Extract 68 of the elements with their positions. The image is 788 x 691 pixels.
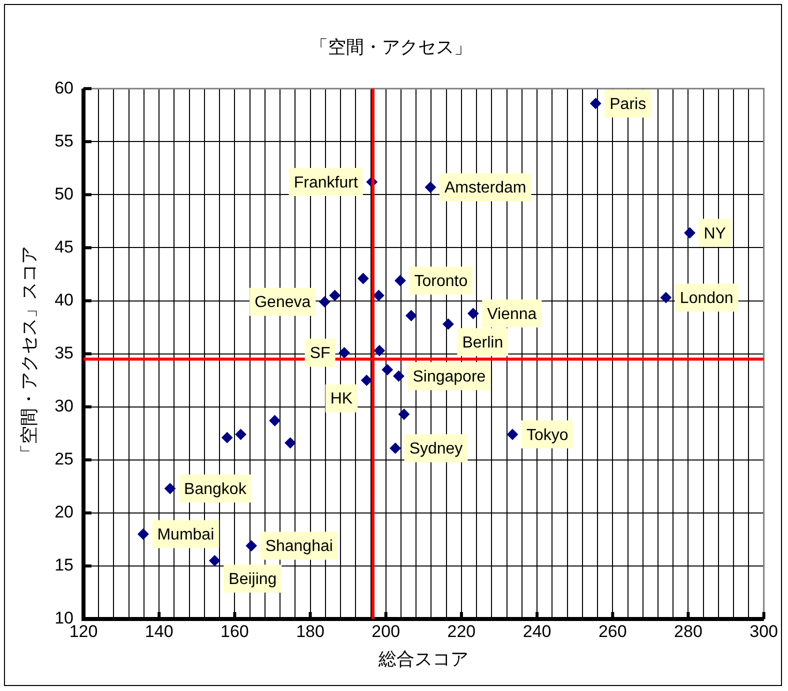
point [660,292,672,304]
annotation: Tokyo [526,426,568,444]
y-tick-label: 40 [54,290,74,310]
point [329,290,340,301]
point [358,272,369,284]
annotation: Singapore [412,368,486,386]
point [394,275,406,286]
annotation: Vienna [487,306,537,323]
point [246,540,257,552]
point [468,308,479,319]
x-axis-title: 総合スコア [378,649,469,670]
annotation: Amsterdam [444,180,526,197]
annotation: Paris [610,96,646,113]
annotation: Berlin [462,334,504,352]
annotation: SF [310,345,331,362]
x-tick-label: 160 [220,622,249,641]
y-tick-label: 20 [54,502,74,522]
point [374,345,385,356]
point [138,528,149,540]
x-tick-label: 240 [522,622,552,641]
point [164,483,176,494]
x-tick-label: 200 [372,622,400,641]
chart-title: 「空間・アクセス」 [310,36,472,57]
point [284,437,296,448]
x-tick-label: 300 [750,622,778,641]
point [398,408,410,420]
point [382,364,393,376]
point [442,318,454,330]
y-tick-label: 30 [54,396,74,416]
annotation: London [680,290,734,307]
y-tick-label: 35 [54,343,74,362]
annotation: NY [704,225,726,242]
x-tick-label: 220 [447,622,476,641]
x-tick-label: 280 [674,622,702,641]
point [406,310,417,322]
annotation: HK [330,390,353,408]
x-tick-label: 260 [598,622,627,641]
point [424,182,436,193]
point [361,374,372,386]
y-tick-label: 25 [54,450,74,469]
point [269,415,280,426]
y-tick-label: 50 [54,184,74,204]
annotation: Frankfurt [294,174,358,192]
point [390,442,401,454]
point [684,227,696,238]
annotation: Geneva [254,294,311,312]
y-tick-label: 60 [54,78,74,98]
point [222,432,233,444]
y-tick-label: 45 [54,237,74,256]
point [209,555,220,566]
annotation: Sydney [409,440,463,458]
annotation: Toronto [414,273,468,290]
x-tick-label: 140 [144,622,174,641]
point [235,428,246,440]
point [506,428,518,440]
point [338,347,350,358]
point [319,296,330,308]
point [373,290,384,301]
y-tick-label: 55 [54,131,74,150]
annotation: Shanghai [265,538,333,556]
y-axis-title: 「空間・アクセス」スコア [18,246,39,462]
annotation: Beijing [228,571,277,588]
point [590,98,602,109]
annotation: Bangkok [184,480,248,498]
annotation: Mumbai [157,526,214,544]
x-tick-label: 180 [296,622,324,641]
point [393,370,404,382]
y-tick-label: 15 [54,556,74,575]
